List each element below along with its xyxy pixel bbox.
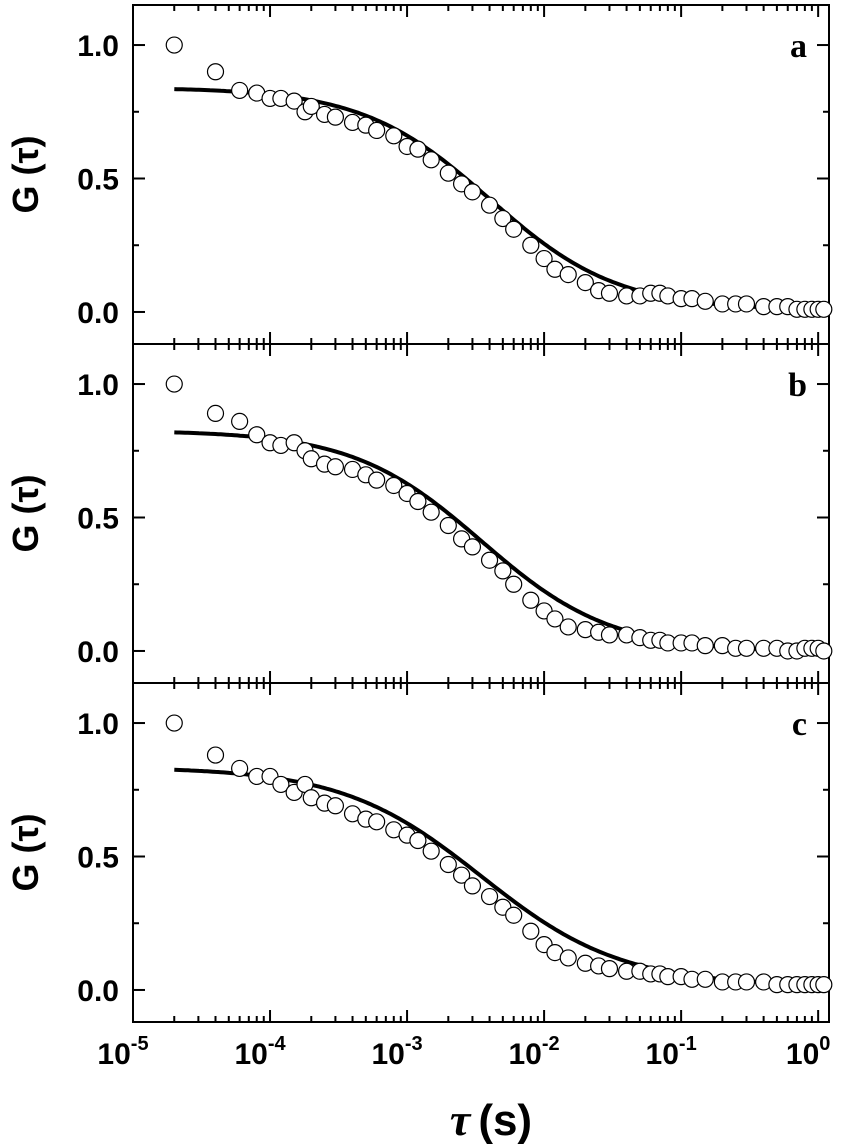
data-point: [494, 209, 512, 228]
data-point: [494, 562, 512, 580]
data-point: [248, 426, 266, 444]
x-tick-label: 10-3: [371, 1033, 422, 1071]
x-tick-label: 10-4: [234, 1033, 286, 1071]
data-point: [522, 922, 540, 940]
data-point: [600, 284, 619, 302]
data-point: [165, 714, 183, 732]
panel-label: c: [792, 706, 807, 743]
data-point: [480, 887, 499, 906]
data-point: [165, 36, 183, 54]
x-tick-label: 10-2: [509, 1033, 560, 1071]
data-point: [326, 458, 345, 476]
x-axis-label: τ (s): [450, 1094, 532, 1145]
data-point: [463, 538, 482, 556]
y-tick-label: 0.0: [77, 297, 119, 330]
y-tick-label: 1.0: [77, 30, 119, 63]
data-point: [231, 759, 249, 778]
data-point: [737, 639, 756, 657]
data-point: [368, 471, 386, 489]
panel-a: 0.0 0.5 1.0 G (τ) a: [5, 4, 833, 345]
data-point: [439, 855, 457, 874]
data-point: [385, 476, 403, 495]
x-tick-label: 100: [786, 1033, 831, 1071]
data-point: [559, 618, 577, 636]
plot-frame: [132, 343, 830, 684]
data-point: [546, 610, 564, 628]
y-tick-label: 0.5: [77, 842, 119, 875]
data-point: [815, 300, 833, 318]
data-point: [206, 404, 225, 423]
panel-label: b: [788, 367, 807, 404]
x-tick-label: 10-1: [646, 1033, 697, 1071]
y-axis-label: G (τ): [5, 135, 46, 213]
data-point: [505, 220, 523, 238]
data-point: [231, 81, 249, 100]
data-point: [272, 775, 290, 794]
plot-frame: [132, 682, 830, 1023]
data-point: [463, 183, 482, 201]
data-point: [600, 960, 619, 978]
data-point: [368, 121, 386, 140]
panel-label: a: [790, 28, 807, 65]
y-tick-label: 0.0: [77, 636, 119, 669]
data-point: [463, 877, 482, 895]
data-point: [815, 976, 833, 994]
data-point: [409, 492, 427, 511]
data-point: [326, 797, 345, 815]
data-point: [480, 551, 499, 569]
fit-curve: [174, 430, 824, 653]
y-axis-label: G (τ): [5, 813, 46, 891]
data-point: [422, 503, 440, 521]
y-tick-label: 1.0: [77, 369, 119, 402]
x-axis: 10-5 10-4 10-3 10-2 10-1 100 τ (s): [97, 1033, 830, 1145]
data-point: [422, 842, 440, 860]
data-point: [559, 265, 577, 284]
data-point: [522, 591, 540, 609]
data-point: [505, 906, 523, 924]
panel-c: 0.0 0.5 1.0 G (τ) c: [5, 682, 833, 1023]
data-point: [385, 127, 403, 145]
fit-curve: [174, 87, 824, 312]
data-point: [452, 866, 471, 884]
data-point: [165, 375, 183, 393]
fit-curve: [174, 767, 824, 987]
data-point: [576, 274, 594, 292]
data-point: [206, 63, 225, 81]
data-point: [600, 626, 619, 644]
data-point: [302, 97, 320, 116]
panel-b: 0.0 0.5 1.0 G (τ) b: [5, 343, 833, 684]
y-tick-label: 0.5: [77, 503, 119, 536]
data-point: [206, 746, 225, 764]
data-point: [522, 236, 540, 254]
plot-frame: [132, 4, 830, 345]
data-point: [696, 292, 714, 310]
data-point: [559, 949, 577, 967]
data-point: [505, 575, 523, 593]
data-point: [737, 295, 756, 313]
y-tick-label: 1.0: [77, 708, 119, 741]
y-tick-label: 0.5: [77, 164, 119, 197]
x-tick-label: 10-5: [97, 1033, 148, 1071]
data-point: [696, 637, 714, 655]
data-point: [480, 196, 499, 214]
panels: 0.0 0.5 1.0 G (τ) a 0.0 0.5 1.0 G (τ) b 0.0 0.5 1.0 G…: [5, 4, 833, 1023]
y-tick-label: 0.0: [77, 975, 119, 1008]
data-point: [409, 140, 427, 158]
data-point: [737, 973, 756, 991]
data-point: [696, 970, 714, 988]
data-point: [368, 813, 386, 831]
data-point: [439, 164, 457, 182]
data-point: [535, 249, 553, 268]
data-point: [815, 642, 833, 660]
data-point: [422, 151, 440, 169]
data-point: [409, 831, 427, 850]
data-point: [231, 412, 249, 431]
y-axis-label: G (τ): [5, 474, 46, 552]
data-point: [285, 92, 303, 110]
data-point: [326, 108, 345, 126]
data-point: [439, 516, 457, 535]
